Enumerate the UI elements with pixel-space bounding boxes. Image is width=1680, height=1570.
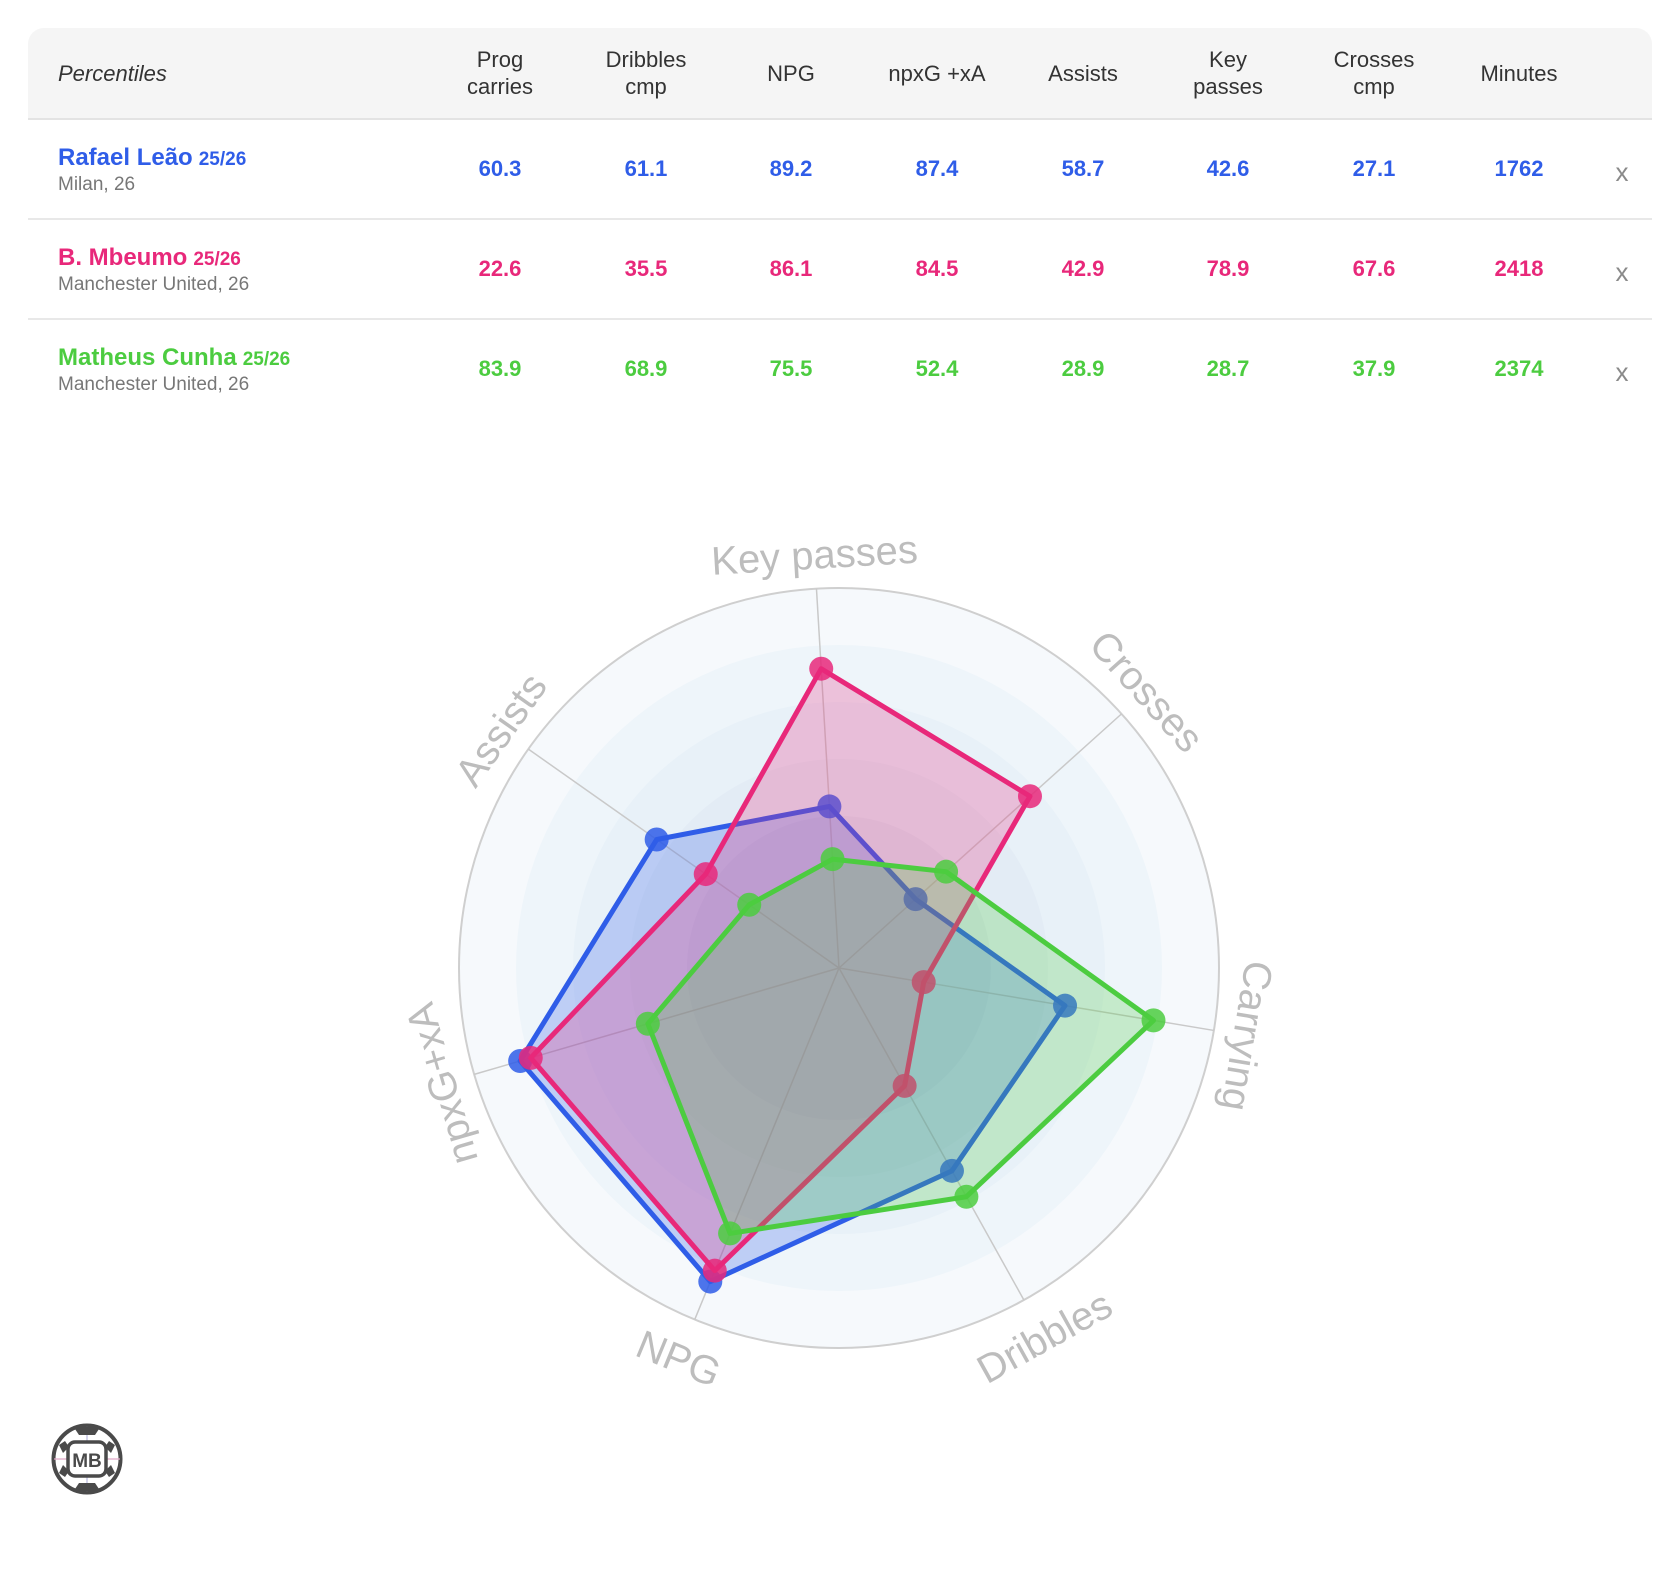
player-name[interactable]: Matheus Cunha 25/26 bbox=[58, 344, 291, 371]
value-prog-carries: 22.6 bbox=[478, 256, 522, 281]
header-prog-carries[interactable]: Prog carries bbox=[466, 47, 533, 99]
data-point[interactable] bbox=[1017, 784, 1042, 809]
data-point[interactable] bbox=[892, 1073, 917, 1098]
radar-series-matheus-cunha bbox=[635, 847, 1166, 1246]
player-row: Rafael Leão 25/26 Milan, 26 60.3 61.1 89.… bbox=[28, 120, 1652, 220]
player-row: Matheus Cunha 25/26 Manchester United, 26… bbox=[28, 320, 1652, 418]
season-label: 25/26 bbox=[242, 349, 291, 370]
axis-label: Assists bbox=[447, 666, 556, 795]
axis-label: Key passes bbox=[710, 528, 919, 584]
value-key-passes: 28.7 bbox=[1206, 356, 1250, 381]
axis-label: Dribbles bbox=[970, 1283, 1120, 1393]
value-assists: 28.9 bbox=[1061, 356, 1105, 381]
value-prog-carries: 60.3 bbox=[478, 156, 522, 181]
axis-label: Carrying bbox=[1212, 958, 1280, 1114]
radar-series bbox=[508, 656, 1166, 1294]
data-point[interactable] bbox=[635, 1011, 660, 1036]
remove-player-button[interactable]: x bbox=[1615, 257, 1629, 287]
value-assists: 42.9 bbox=[1061, 256, 1105, 281]
value-key-passes: 42.6 bbox=[1206, 156, 1250, 181]
value-crosses-cmp: 67.6 bbox=[1352, 256, 1396, 281]
value-dribbles-cmp: 35.5 bbox=[624, 256, 668, 281]
header-crosses-cmp[interactable]: Crosses cmp bbox=[1333, 47, 1415, 99]
data-point[interactable] bbox=[737, 892, 762, 917]
header-assists[interactable]: Assists bbox=[1048, 60, 1118, 86]
value-npg: 89.2 bbox=[769, 156, 813, 181]
radar-series-rafael-le-o bbox=[508, 794, 1078, 1294]
value-crosses-cmp: 37.9 bbox=[1352, 356, 1396, 381]
season-label: 25/26 bbox=[193, 249, 241, 270]
percentiles-table: Percentiles Prog carries Dribbles cmp NPG … bbox=[28, 28, 1652, 418]
data-point[interactable] bbox=[954, 1184, 979, 1209]
header-percentiles: Percentiles bbox=[58, 60, 167, 86]
value-npxg-xa: 87.4 bbox=[915, 156, 959, 181]
player-team-age: Manchester United, 26 bbox=[58, 374, 250, 395]
header-npxg-xa[interactable]: npxG +xA bbox=[888, 60, 986, 86]
data-point[interactable] bbox=[817, 794, 842, 819]
value-prog-carries: 83.9 bbox=[478, 356, 522, 381]
value-key-passes: 78.9 bbox=[1206, 256, 1250, 281]
value-npg: 86.1 bbox=[769, 256, 813, 281]
player-name[interactable]: B. Mbeumo 25/26 bbox=[58, 244, 241, 271]
header-minutes[interactable]: Minutes bbox=[1480, 60, 1558, 86]
data-point[interactable] bbox=[820, 847, 845, 872]
header-dribbles-cmp[interactable]: Dribbles cmp bbox=[605, 47, 687, 99]
radar-axis-labels: Key passes Crosses Carrying Dribbles NPG npxG… bbox=[398, 528, 1280, 1396]
header-npg[interactable]: NPG bbox=[767, 60, 815, 86]
axis-label: npxG+xA bbox=[398, 998, 487, 1170]
data-point[interactable] bbox=[693, 862, 718, 887]
logo-text: MB bbox=[72, 1451, 102, 1472]
value-crosses-cmp: 27.1 bbox=[1352, 156, 1396, 181]
data-point[interactable] bbox=[718, 1221, 743, 1246]
player-team-age: Manchester United, 26 bbox=[58, 274, 250, 295]
season-label: 25/26 bbox=[198, 149, 247, 170]
player-name[interactable]: Rafael Leão 25/26 bbox=[58, 144, 247, 171]
radar-background-bands bbox=[459, 588, 1219, 1348]
mb-logo-icon: MB bbox=[51, 1423, 123, 1495]
value-minutes: 2374 bbox=[1494, 356, 1544, 381]
axis-label: NPG bbox=[630, 1323, 727, 1397]
player-team-age: Milan, 26 bbox=[58, 174, 136, 195]
value-npxg-xa: 84.5 bbox=[915, 256, 959, 281]
remove-player-button[interactable]: x bbox=[1615, 357, 1629, 387]
value-dribbles-cmp: 61.1 bbox=[624, 156, 668, 181]
radar-grid bbox=[458, 587, 1220, 1349]
remove-player-button[interactable]: x bbox=[1615, 157, 1629, 187]
data-point[interactable] bbox=[939, 1158, 964, 1183]
data-point[interactable] bbox=[518, 1045, 543, 1070]
axis-label: Crosses bbox=[1081, 623, 1212, 761]
data-point[interactable] bbox=[934, 859, 959, 884]
data-point[interactable] bbox=[1141, 1008, 1166, 1033]
player-row: B. Mbeumo 25/26 Manchester United, 26 22.… bbox=[28, 220, 1652, 320]
value-minutes: 2418 bbox=[1494, 256, 1544, 281]
data-point[interactable] bbox=[1053, 993, 1078, 1018]
value-assists: 58.7 bbox=[1061, 156, 1105, 181]
data-point[interactable] bbox=[809, 656, 834, 681]
value-minutes: 1762 bbox=[1494, 156, 1544, 181]
table-header: Percentiles Prog carries Dribbles cmp NPG … bbox=[28, 28, 1652, 120]
data-point[interactable] bbox=[644, 827, 669, 852]
value-npg: 75.5 bbox=[769, 356, 813, 381]
header-key-passes[interactable]: Key passes bbox=[1193, 47, 1263, 99]
data-point[interactable] bbox=[911, 970, 936, 995]
data-point[interactable] bbox=[702, 1258, 727, 1283]
value-dribbles-cmp: 68.9 bbox=[624, 356, 668, 381]
data-point[interactable] bbox=[903, 887, 928, 912]
value-npxg-xa: 52.4 bbox=[915, 356, 959, 381]
